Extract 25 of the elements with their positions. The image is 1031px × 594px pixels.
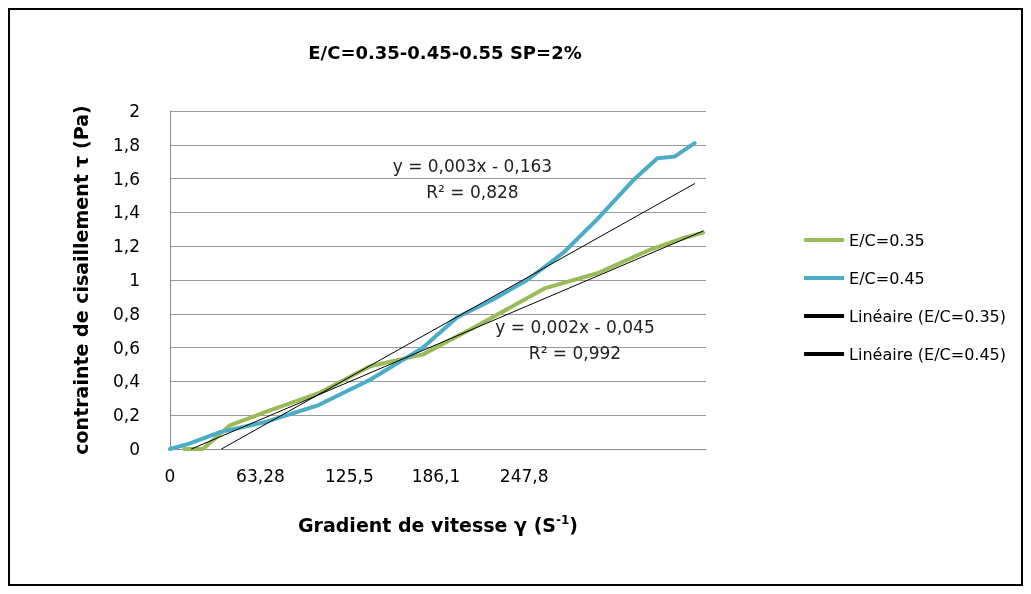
chart-title: E/C=0.35-0.45-0.55 SP=2% xyxy=(308,41,582,63)
x-tick-label: 63,28 xyxy=(236,465,285,486)
legend-label: E/C=0.35 xyxy=(849,230,925,250)
line-series xyxy=(168,141,697,451)
x-tick-label: 0 xyxy=(164,465,176,486)
x-tick-label: 186,1 xyxy=(411,465,461,486)
y-tick-label: 0,2 xyxy=(112,405,140,426)
y-tick-label: 2 xyxy=(129,101,140,121)
legend-label: Linéaire (E/C=0.35) xyxy=(849,306,1006,326)
y-tick-label: 1,6 xyxy=(112,168,140,189)
y-tick-label: 1 xyxy=(129,270,140,290)
y-tick-label: 1,4 xyxy=(112,202,140,223)
legend-label: Linéaire (E/C=0.45) xyxy=(849,344,1006,364)
y-tick-label: 0,6 xyxy=(112,337,140,358)
legend-label: E/C=0.45 xyxy=(849,268,925,288)
x-tick-label: 247,8 xyxy=(499,465,549,486)
y-axis-title: contrainte de cisaillement τ (Pa) xyxy=(69,105,92,455)
y-tick-label: 0 xyxy=(129,439,140,459)
annotation: y = 0,002x - 0,045 R² = 0,992 xyxy=(495,317,655,364)
y-tick-label: 1,2 xyxy=(112,236,140,257)
x-tick-label: 125,5 xyxy=(325,465,374,486)
y-tick-label: 0,8 xyxy=(112,303,140,324)
y-tick-label: 1,8 xyxy=(112,134,140,155)
y-tick-label: 0,4 xyxy=(112,371,140,392)
annotation: y = 0,003x - 0,163 R² = 0,828 xyxy=(392,156,553,203)
